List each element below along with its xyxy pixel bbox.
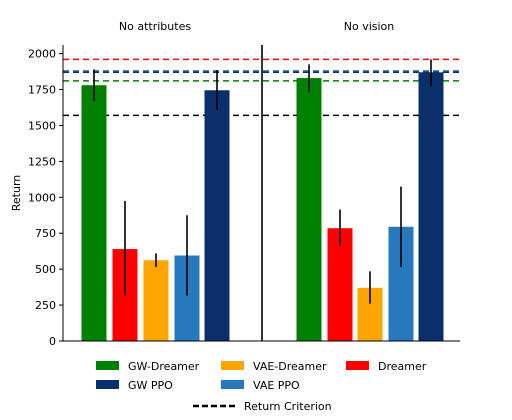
legend-label-vae-ppo: VAE PPO [253,379,300,392]
y-tick-label: 1250 [28,155,56,168]
legend-swatch-dreamer [346,361,369,370]
bar-gw-ppo-panel-1 [204,90,230,341]
bar-gw-dreamer-panel-2 [296,78,322,341]
legend-label-dreamer: Dreamer [378,360,427,373]
axes: 0 250 500 750 1000 1250 1500 1750 2000 [28,45,460,348]
bar-dreamer-panel-2 [327,228,353,341]
y-tick-label: 2000 [28,48,56,61]
panel-title-1: No attributes [119,20,191,33]
y-tick-label: 750 [35,227,56,240]
y-axis-label: Return [10,175,23,212]
legend-label-gw-ppo: GW PPO [128,379,173,392]
legend-swatch-vae-dreamer [221,361,244,370]
y-tick-label: 0 [49,335,56,348]
legend: GW-Dreamer VAE-Dreamer Dreamer GW PPO VAE PP… [96,360,427,413]
panel-title-2: No vision [344,20,395,33]
panel-titles: No attributes No vision [119,20,394,33]
legend-swatch-vae-ppo [221,380,244,389]
legend-label-gw-dreamer: GW-Dreamer [128,360,200,373]
error-bars [93,59,432,304]
bar-gw-dreamer-panel-1 [81,85,107,342]
legend-label-vae-dreamer: VAE-Dreamer [253,360,327,373]
reference-lines [63,58,460,117]
bar-gw-ppo-panel-2 [418,72,444,342]
legend-label-return-criterion: Return Criterion [244,400,332,413]
legend-swatch-gw-ppo [96,380,119,389]
y-tick-label: 250 [35,299,56,312]
bar-vae-dreamer-panel-1 [143,260,169,341]
y-tick-label: 1000 [28,191,56,204]
bars [81,72,444,342]
y-tick-label: 1500 [28,119,56,132]
y-tick-label: 1750 [28,84,56,97]
legend-swatch-gw-dreamer [96,361,119,370]
y-tick-label: 500 [35,263,56,276]
